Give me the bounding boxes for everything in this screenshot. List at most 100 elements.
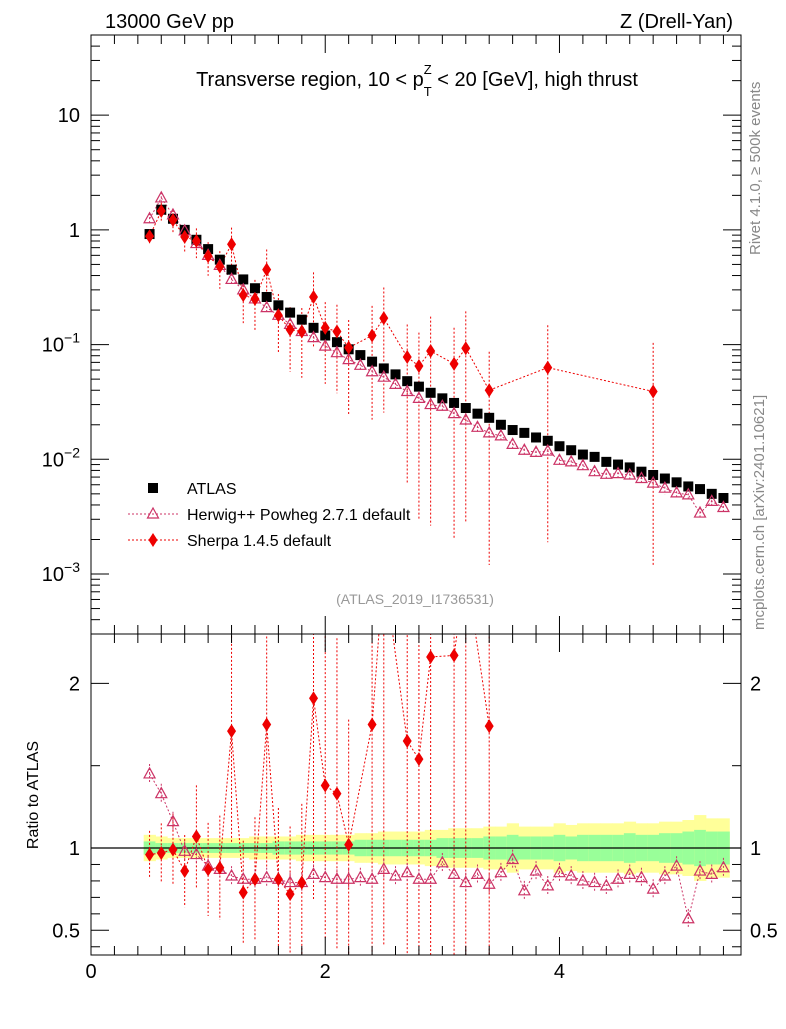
legend-herwig-label: Herwig++ Powheg 2.7.1 default bbox=[187, 507, 411, 524]
herwig-ratio-point bbox=[318, 870, 332, 883]
sherpa-point bbox=[332, 324, 342, 339]
herwig-ratio-point bbox=[506, 852, 520, 865]
atlas-data-point bbox=[320, 330, 331, 341]
atlas-data-point bbox=[238, 274, 249, 285]
atlas-data-point bbox=[542, 435, 553, 446]
ratio-y-tick-label-right: 2 bbox=[750, 673, 761, 695]
rivet-version-label: Rivet 4.1.0, ≥ 500k events bbox=[747, 82, 764, 255]
herwig-ratio-point bbox=[330, 872, 344, 884]
sherpa-point bbox=[250, 291, 260, 306]
atlas-data-point bbox=[226, 264, 237, 275]
herwig-point bbox=[470, 420, 485, 432]
sherpa-ratio-point bbox=[367, 717, 377, 732]
herwig-ratio-point bbox=[599, 878, 613, 891]
herwig-point bbox=[623, 467, 637, 480]
sherpa-point bbox=[320, 320, 330, 335]
sherpa-point bbox=[449, 356, 459, 371]
herwig-point bbox=[564, 454, 578, 467]
atlas-data-point bbox=[695, 484, 706, 495]
herwig-ratio-point bbox=[154, 786, 168, 799]
y-tick-label: 1 bbox=[69, 220, 80, 242]
herwig-ratio-point bbox=[166, 814, 180, 827]
herwig-point bbox=[646, 475, 660, 488]
herwig-point bbox=[599, 467, 613, 479]
legend-atlas-marker bbox=[148, 483, 158, 493]
y-tick-label: 10−1 bbox=[42, 330, 80, 357]
herwig-point bbox=[693, 505, 707, 518]
herwig-point bbox=[377, 369, 391, 382]
atlas-data-point bbox=[437, 393, 448, 404]
herwig-point bbox=[459, 412, 473, 425]
y-tick-label: 10−3 bbox=[42, 559, 80, 586]
sherpa-ratio-point bbox=[414, 752, 424, 767]
ratio-y-axis-label: Ratio to ATLAS bbox=[25, 741, 42, 849]
sherpa-point bbox=[145, 229, 155, 244]
atlas-data-point bbox=[285, 307, 296, 318]
herwig-point bbox=[670, 485, 684, 498]
sherpa-ratio-point bbox=[426, 650, 436, 665]
atlas-data-point bbox=[589, 451, 600, 462]
herwig-ratio-point bbox=[447, 867, 461, 879]
ratio-y-tick-label-right: 0.5 bbox=[750, 920, 778, 942]
sherpa-ratio-point bbox=[238, 885, 248, 900]
sherpa-ratio-point bbox=[273, 872, 283, 887]
herwig-point bbox=[705, 494, 719, 506]
y-tick-label: 10−2 bbox=[42, 444, 80, 471]
herwig-ratio-point bbox=[365, 872, 379, 884]
atlas-data-point bbox=[706, 488, 717, 499]
herwig-point bbox=[681, 487, 695, 500]
sherpa-ratio-point bbox=[203, 862, 213, 877]
herwig-point bbox=[342, 352, 356, 365]
atlas-data-point bbox=[519, 427, 530, 438]
sherpa-point bbox=[379, 311, 389, 326]
sherpa-ratio-point bbox=[309, 691, 319, 706]
herwig-point bbox=[482, 425, 496, 438]
herwig-point bbox=[154, 190, 168, 203]
herwig-ratio-point bbox=[225, 868, 239, 881]
atlas-data-point bbox=[472, 408, 483, 419]
herwig-point bbox=[353, 358, 367, 370]
atlas-data-point bbox=[367, 356, 378, 367]
sherpa-point bbox=[273, 308, 283, 323]
atlas-data-point bbox=[249, 283, 260, 294]
herwig-ratio-point bbox=[611, 872, 625, 884]
atlas-data-point bbox=[402, 376, 413, 387]
herwig-ratio-point bbox=[143, 766, 157, 779]
sherpa-ratio-point bbox=[402, 734, 412, 748]
herwig-ratio-point bbox=[681, 911, 695, 924]
main-panel: Transverse region, 10 < pZ T < 20 [GeV], … bbox=[42, 34, 742, 635]
herwig-ratio-point bbox=[646, 881, 660, 894]
herwig-point bbox=[517, 442, 531, 455]
y-tick-label: 10 bbox=[58, 105, 80, 127]
ratio-x-tick-label: 2 bbox=[320, 961, 331, 983]
sherpa-ratio-point bbox=[215, 860, 225, 875]
herwig-ratio-point bbox=[670, 858, 684, 871]
herwig-ratio-point bbox=[588, 875, 602, 888]
herwig-ratio-point bbox=[494, 865, 508, 878]
herwig-ratio-point bbox=[529, 863, 543, 876]
sherpa-point bbox=[648, 384, 658, 399]
sherpa-ratio-point bbox=[191, 829, 201, 844]
herwig-ratio-point bbox=[400, 865, 414, 878]
sherpa-point bbox=[402, 349, 412, 364]
atlas-data-point bbox=[331, 337, 342, 348]
herwig-ratio-point bbox=[517, 883, 531, 896]
herwig-ratio-point bbox=[716, 860, 730, 873]
herwig-ratio-point bbox=[634, 870, 648, 883]
herwig-ratio-point bbox=[307, 867, 321, 879]
atlas-data-point bbox=[659, 473, 670, 484]
sherpa-ratio-point bbox=[297, 875, 307, 890]
sherpa-ratio-point bbox=[461, 561, 470, 575]
sherpa-point bbox=[203, 249, 213, 264]
sherpa-line bbox=[149, 210, 654, 392]
herwig-point bbox=[424, 397, 438, 410]
herwig-ratio-point bbox=[353, 870, 367, 883]
sherpa-ratio-point bbox=[285, 887, 295, 902]
sherpa-ratio-point bbox=[344, 837, 354, 852]
sherpa-point bbox=[285, 322, 295, 337]
herwig-point bbox=[611, 466, 625, 479]
sherpa-ratio-point bbox=[180, 864, 190, 879]
sherpa-point bbox=[191, 234, 201, 249]
atlas-data-point bbox=[460, 403, 471, 414]
